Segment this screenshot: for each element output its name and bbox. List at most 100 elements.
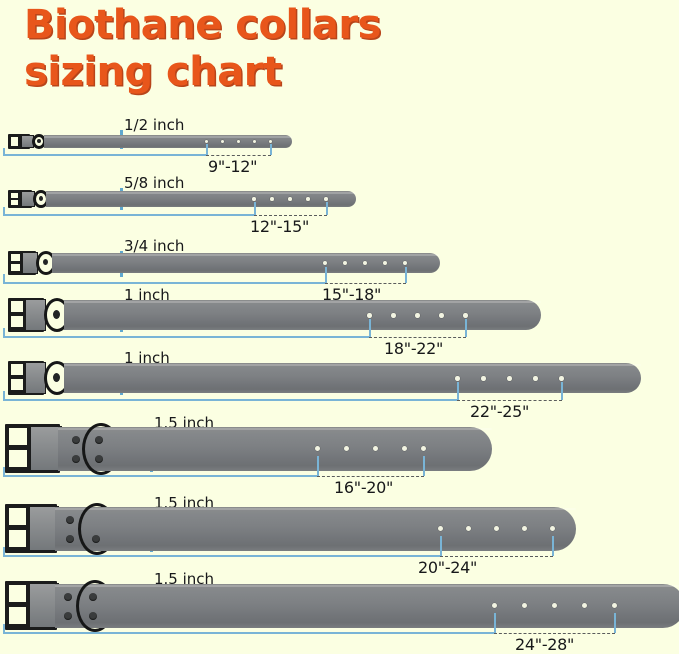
rivet xyxy=(66,535,74,543)
adjustment-hole xyxy=(466,526,471,531)
strap-highlight xyxy=(55,508,103,510)
collar-range-label: 9"-12" xyxy=(208,157,258,176)
adjustment-hole xyxy=(252,197,256,201)
adjustment-hole xyxy=(481,376,486,381)
adjustment-hole xyxy=(492,603,497,608)
title-line-1: Biothane collars xyxy=(24,2,381,48)
adjustment-hole xyxy=(439,313,444,318)
adjustment-hole xyxy=(237,140,240,143)
adjustment-hole xyxy=(363,261,367,265)
page-title: Biothane collars sizing chart xyxy=(24,2,484,96)
buckle-tongue xyxy=(25,299,46,331)
measure-drop-line xyxy=(270,144,272,155)
buckle-cell xyxy=(11,264,20,271)
buckle-cell xyxy=(11,200,18,205)
collar-strap xyxy=(44,135,292,148)
buckle-cell xyxy=(11,364,23,375)
adjustment-hole xyxy=(612,603,617,608)
buckle-cell xyxy=(11,254,20,261)
adjustment-hole xyxy=(323,261,327,265)
measure-drop-line xyxy=(552,536,554,556)
adjustment-hole xyxy=(421,446,426,451)
title-line-2: sizing chart xyxy=(24,49,282,95)
collar-range-label: 12"-15" xyxy=(250,217,310,236)
collar-row-7: 1.5 inch 20"-24" xyxy=(0,491,679,577)
strap-highlight xyxy=(98,585,679,587)
collar-width-label: 1/2 inch xyxy=(124,116,185,134)
collar-row-1: 1/2 inch 9"-12" xyxy=(0,110,679,176)
measure-drop-line xyxy=(325,267,327,283)
buckle-tongue xyxy=(30,426,62,471)
measure-baseline-end-tick xyxy=(3,467,5,476)
rivet xyxy=(72,455,80,463)
buckle-cell xyxy=(9,585,26,602)
adjustment-hole xyxy=(343,261,347,265)
rivet xyxy=(66,516,74,524)
buckle-cell xyxy=(9,607,26,624)
measure-drop-line xyxy=(326,202,328,215)
collar-row-2: 5/8 inch 12"-15" xyxy=(0,174,679,236)
measure-baseline-end-tick xyxy=(3,207,5,215)
adjustment-hole xyxy=(552,603,557,608)
strap-highlight xyxy=(64,364,641,366)
adjustment-hole xyxy=(402,446,407,451)
measure-range-dashed xyxy=(206,155,271,156)
rivet xyxy=(64,612,72,620)
adjustment-hole xyxy=(582,603,587,608)
buckle-cell xyxy=(11,193,18,198)
adjustment-hole xyxy=(533,376,538,381)
adjustment-hole xyxy=(269,140,272,143)
adjustment-hole xyxy=(383,261,387,265)
adjustment-hole xyxy=(507,376,512,381)
adjustment-hole xyxy=(270,197,274,201)
adjustment-hole xyxy=(522,603,527,608)
buckle-cell xyxy=(11,316,23,327)
measure-drop-line xyxy=(440,536,442,556)
adjustment-hole xyxy=(455,376,460,381)
buckle-cell xyxy=(11,379,23,390)
measure-drop-line xyxy=(369,319,371,337)
adjustment-hole xyxy=(438,526,443,531)
collar-range-label: 18"-22" xyxy=(384,339,444,358)
adjustment-hole xyxy=(522,526,527,531)
measure-drop-line xyxy=(494,613,496,633)
buckle-cell xyxy=(11,137,18,146)
collar-strap xyxy=(64,363,641,393)
collar-width-label: 1 inch xyxy=(124,349,170,367)
adjustment-hole xyxy=(205,140,208,143)
adjustment-hole xyxy=(403,261,407,265)
measure-drop-line xyxy=(405,267,407,283)
measure-baseline-end-tick xyxy=(3,624,5,633)
buckle-cell xyxy=(9,428,27,445)
buckle-cell xyxy=(9,530,26,547)
strap-highlight xyxy=(52,254,440,256)
adjustment-hole xyxy=(324,197,328,201)
d-ring-center-dot xyxy=(39,196,43,201)
collar-width-label: 1 inch xyxy=(124,286,170,304)
measure-baseline-end-tick xyxy=(3,148,5,155)
collar-strap xyxy=(46,191,356,207)
collar-width-label: 3/4 inch xyxy=(124,237,185,255)
collar-strap xyxy=(64,300,541,330)
measure-baseline-end-tick xyxy=(3,274,5,283)
collar-row-4: 1 inch 18"-22" xyxy=(0,283,679,358)
adjustment-hole xyxy=(344,446,349,451)
strap-highlight xyxy=(64,301,541,303)
adjustment-hole xyxy=(367,313,372,318)
measure-baseline-end-tick xyxy=(3,391,5,400)
collar-strap xyxy=(100,507,576,551)
strap-highlight xyxy=(44,136,292,138)
measure-drop-line xyxy=(254,202,256,215)
measure-drop-line xyxy=(465,319,467,337)
measure-range-dashed xyxy=(325,283,406,284)
measure-baseline xyxy=(3,282,325,284)
measure-baseline xyxy=(3,399,457,401)
collar-range-label: 22"-25" xyxy=(470,402,530,421)
measure-range-dashed xyxy=(440,556,553,557)
rivet xyxy=(64,593,72,601)
adjustment-hole xyxy=(306,197,310,201)
measure-range-dashed xyxy=(457,400,562,401)
collar-row-6: 1.5 inch 16"-20" xyxy=(0,411,679,497)
adjustment-hole xyxy=(494,526,499,531)
